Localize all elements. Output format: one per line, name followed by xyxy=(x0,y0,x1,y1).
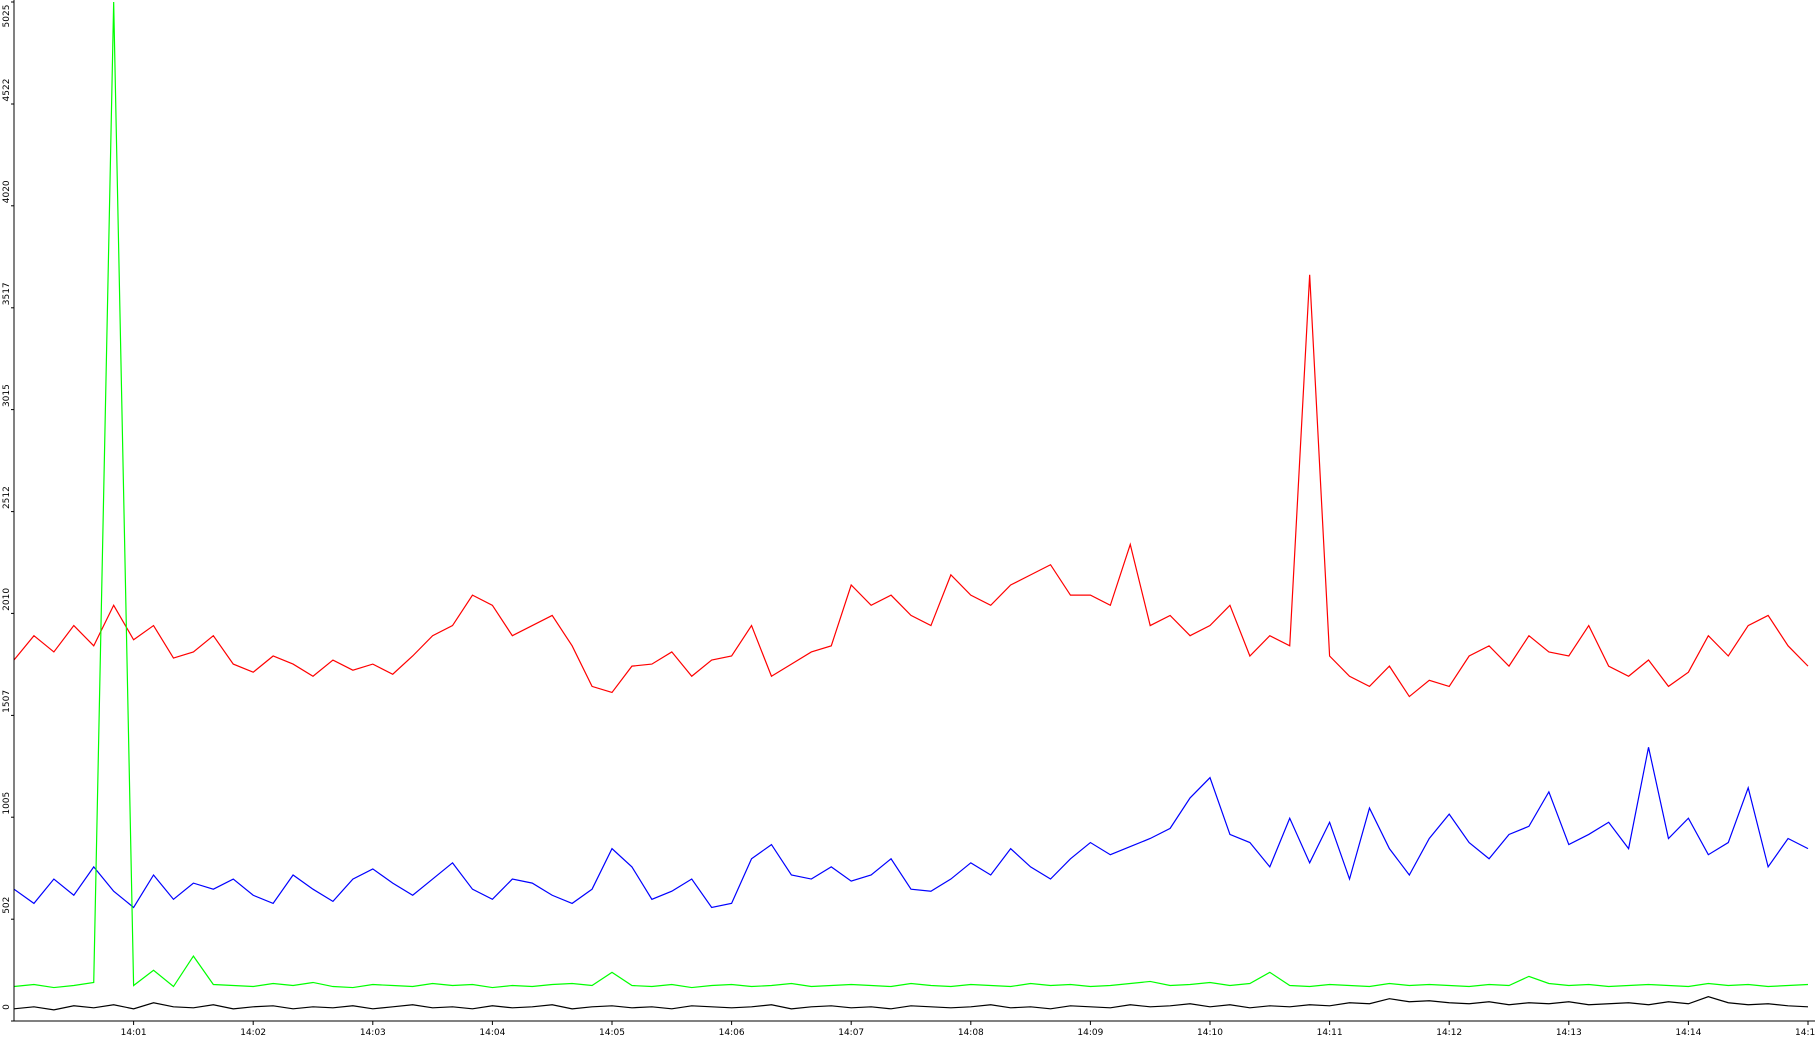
x-tick-label: 14:09 xyxy=(1077,1028,1103,1038)
x-tick-label: 14:05 xyxy=(599,1028,625,1038)
x-tick-label: 14:06 xyxy=(719,1028,745,1038)
x-tick-label: 14:07 xyxy=(838,1028,864,1038)
y-tick-label: 3517 xyxy=(2,282,12,305)
x-tick-label: 14:03 xyxy=(360,1028,386,1038)
series-line xyxy=(13,1,1809,989)
y-tick-label: 2512 xyxy=(2,486,12,509)
y-tick-label: 4522 xyxy=(2,79,12,102)
series-line xyxy=(13,996,1809,1011)
x-tick-label: 14:01 xyxy=(121,1028,147,1038)
x-tick-label: 14:13 xyxy=(1556,1028,1582,1038)
series-line xyxy=(13,274,1809,698)
x-tick-label: 14:04 xyxy=(479,1028,505,1038)
y-tick-label: 4020 xyxy=(2,180,12,203)
series-line xyxy=(13,747,1809,909)
y-tick-label: 3015 xyxy=(2,384,12,407)
x-tick-label: 14:14 xyxy=(1675,1028,1701,1038)
x-tick-label: 14:10 xyxy=(1197,1028,1223,1038)
x-tick-label: 14:15 xyxy=(1795,1028,1815,1038)
y-tick-label: 502 xyxy=(2,897,12,914)
y-tick-label: 5025 xyxy=(2,5,12,28)
y-tick-label: 1005 xyxy=(2,792,12,815)
y-tick-label: 0 xyxy=(2,1004,12,1010)
y-tick-label: 2010 xyxy=(2,588,12,611)
x-tick-label: 14:11 xyxy=(1317,1028,1343,1038)
y-tick-label: 1507 xyxy=(2,690,12,713)
x-tick-label: 14:02 xyxy=(240,1028,266,1038)
x-tick-label: 14:08 xyxy=(958,1028,984,1038)
x-tick-label: 14:12 xyxy=(1436,1028,1462,1038)
